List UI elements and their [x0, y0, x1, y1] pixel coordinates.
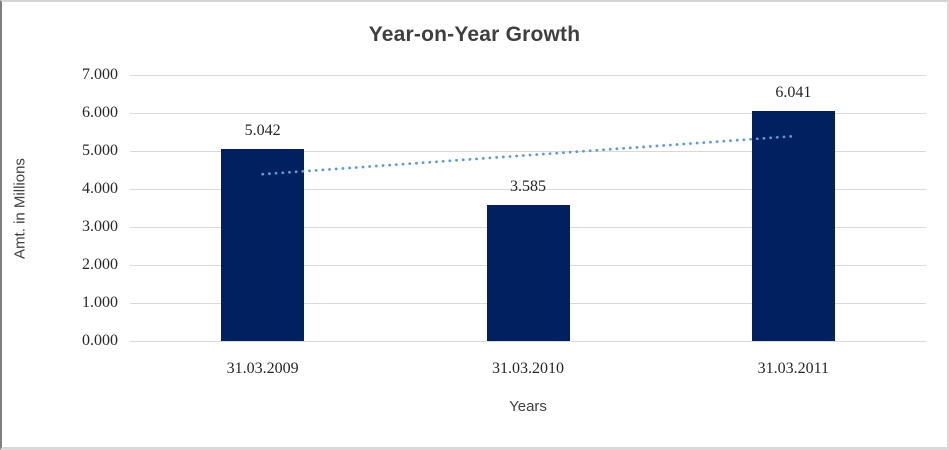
chart-title: Year-on-Year Growth — [368, 23, 581, 46]
x-axis-line — [130, 340, 926, 342]
y-tick-label: 6.000 — [82, 104, 118, 121]
data-label: 5.042 — [244, 122, 281, 140]
bar-31.03.2010 — [486, 204, 570, 341]
bar-31.03.2009 — [221, 149, 305, 341]
y-tick-label: 1.000 — [82, 294, 118, 311]
gridline — [130, 112, 926, 114]
y-tick-label: 7.000 — [82, 66, 118, 83]
x-tick-label: 31.03.2011 — [757, 360, 830, 377]
x-axis-title: Years — [509, 398, 547, 415]
bar-31.03.2011 — [751, 111, 835, 341]
gridline — [130, 150, 926, 152]
y-tick-label: 0.000 — [82, 332, 118, 349]
x-tick-label: 31.03.2010 — [492, 360, 564, 377]
x-tick-label: 31.03.2009 — [226, 360, 299, 377]
gridline — [130, 74, 926, 76]
y-axis-title: Amt. in Millions — [11, 158, 29, 259]
y-tick-label: 2.000 — [82, 256, 118, 273]
data-label: 6.041 — [775, 84, 812, 102]
y-tick-label: 5.000 — [82, 142, 118, 159]
y-tick-label: 3.000 — [82, 218, 118, 235]
trendline — [261, 134, 795, 176]
y-tick-label: 4.000 — [82, 180, 118, 197]
gridline — [130, 188, 926, 190]
plot-area: 0.000 1.000 2.000 3.000 4.000 5.000 6.000 7.000… — [82, 67, 926, 377]
data-label: 3.585 — [510, 177, 546, 195]
